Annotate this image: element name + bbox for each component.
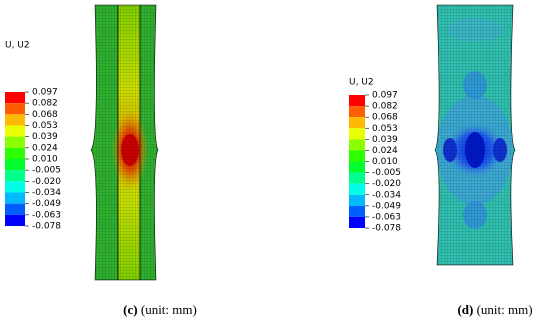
legend-swatch <box>5 192 25 204</box>
legend-label: -0.034 <box>32 188 61 198</box>
legend-label: 0.010 <box>372 157 398 167</box>
legend-label: -0.020 <box>32 177 61 187</box>
legend-title: U, U2 <box>349 78 374 88</box>
legend-swatch <box>5 125 25 137</box>
legend-label: -0.078 <box>372 224 401 234</box>
legend-swatch <box>5 92 25 104</box>
legend-label: 0.039 <box>372 135 398 145</box>
legend-swatch <box>349 106 365 118</box>
legend-swatch <box>349 172 365 184</box>
legend-swatch <box>349 95 365 107</box>
legend-label: 0.082 <box>372 102 398 112</box>
legend-swatch <box>349 205 365 217</box>
caption: (d) (unit: mm) <box>457 302 532 317</box>
caption-text: (unit: mm) <box>477 302 533 317</box>
legend-label: -0.063 <box>32 210 61 220</box>
legend-swatch <box>349 161 365 173</box>
legend: U, U2 0.0970.0820.0680.0530.0390.0240.010… <box>349 78 401 234</box>
legend-swatch <box>5 114 25 126</box>
specimen-d <box>434 4 516 266</box>
legend-label: -0.020 <box>372 179 401 189</box>
legend-swatch <box>349 194 365 206</box>
legend-label: 0.024 <box>372 146 398 156</box>
legend-swatch <box>5 181 25 193</box>
legend-swatch <box>349 150 365 162</box>
caption-text: (unit: mm) <box>141 302 197 317</box>
legend-label: -0.063 <box>372 212 401 222</box>
caption-label: (d) <box>457 302 473 317</box>
legend-label: -0.005 <box>372 168 401 178</box>
legend-swatch <box>5 203 25 215</box>
legend-label: 0.024 <box>32 143 58 153</box>
legend-swatch <box>5 214 25 226</box>
legend-label: 0.010 <box>32 155 58 165</box>
legend-swatch <box>5 103 25 115</box>
legend-swatch <box>5 136 25 148</box>
legend-label: 0.097 <box>32 88 58 98</box>
legend-label: 0.053 <box>32 121 58 131</box>
legend-swatch <box>349 216 365 228</box>
legend-swatch <box>349 139 365 151</box>
legend-swatch <box>349 128 365 140</box>
legend-swatch <box>5 159 25 171</box>
legend-label: -0.078 <box>32 222 61 232</box>
specimen-c <box>90 4 159 281</box>
legend-label: 0.039 <box>32 132 58 142</box>
legend-label: 0.053 <box>372 124 398 134</box>
legend-label: 0.082 <box>32 99 58 109</box>
legend-label: 0.068 <box>32 110 58 120</box>
caption: (c) (unit: mm) <box>123 302 197 317</box>
legend-swatch <box>5 170 25 182</box>
legend-label: -0.005 <box>32 166 61 176</box>
legend-label: -0.049 <box>372 201 401 211</box>
legend-label: -0.034 <box>372 190 401 200</box>
legend-title: U, U2 <box>5 41 30 51</box>
legend-label: -0.049 <box>32 199 61 209</box>
legend-swatch <box>349 183 365 195</box>
legend-label: 0.097 <box>372 91 398 101</box>
legend-label: 0.068 <box>372 113 398 123</box>
legend-swatch <box>349 117 365 129</box>
legend-swatch <box>5 147 25 159</box>
caption-label: (c) <box>123 302 137 317</box>
